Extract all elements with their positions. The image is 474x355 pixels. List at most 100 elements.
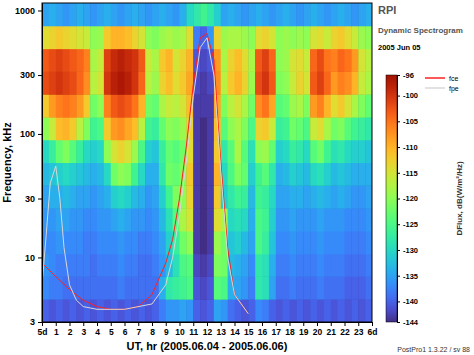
heatmap-cell — [235, 94, 242, 117]
heatmap-cell — [104, 231, 111, 254]
heatmap-cell — [83, 140, 90, 163]
tick-label: 3 — [30, 317, 35, 327]
heatmap-cell — [42, 3, 49, 26]
heatmap-cell — [290, 254, 297, 277]
heatmap-cell — [235, 208, 242, 231]
heatmap-cell — [345, 117, 352, 140]
heatmap-cell — [262, 140, 269, 163]
heatmap-cell — [118, 140, 125, 163]
tick-mark — [276, 322, 277, 326]
heatmap-cell — [283, 163, 290, 186]
heatmap-cell — [138, 71, 145, 94]
heatmap-cell — [131, 254, 138, 277]
tick-mark — [42, 322, 43, 326]
tick-mark — [70, 322, 71, 326]
heatmap-cell — [241, 299, 248, 322]
tick-mark — [38, 257, 42, 258]
heatmap-cell — [166, 26, 173, 49]
heatmap-cell — [228, 71, 235, 94]
heatmap-cell — [145, 140, 152, 163]
heatmap-cell — [131, 94, 138, 117]
heatmap-cell — [159, 94, 166, 117]
heatmap-cell — [173, 299, 180, 322]
heatmap-cell — [186, 3, 193, 26]
heatmap-cell — [186, 208, 193, 231]
heatmap-cell — [207, 208, 214, 231]
y-tick: 100 — [20, 129, 42, 139]
x-tick: 19 — [299, 322, 309, 337]
heatmap-cell — [207, 117, 214, 140]
heatmap-cell — [159, 276, 166, 299]
heatmap-cell — [118, 276, 125, 299]
heatmap-cell — [324, 208, 331, 231]
heatmap-cell — [207, 71, 214, 94]
heatmap-cell — [166, 185, 173, 208]
heatmap-cell — [331, 71, 338, 94]
tick-label: 22 — [340, 327, 350, 337]
heatmap-cell — [173, 254, 180, 277]
heatmap-cell — [180, 3, 187, 26]
heatmap-cell — [138, 231, 145, 254]
heatmap-cell — [111, 254, 118, 277]
heatmap-cell — [173, 276, 180, 299]
heatmap-cell — [118, 299, 125, 322]
heatmap-cell — [118, 49, 125, 72]
heatmap-cell — [131, 3, 138, 26]
heatmap-cell — [42, 140, 49, 163]
heatmap-cell — [145, 117, 152, 140]
heatmap-cell — [42, 163, 49, 186]
heatmap-cell — [255, 276, 262, 299]
heatmap-cell — [351, 140, 358, 163]
heatmap-cell — [269, 185, 276, 208]
heatmap-cell — [56, 140, 63, 163]
tick-mark — [38, 322, 42, 323]
heatmap-cell — [290, 185, 297, 208]
heatmap-cell — [83, 276, 90, 299]
tick-label: 13 — [217, 327, 227, 337]
chart: 5d12345678910111213141516171819202122236… — [0, 0, 474, 355]
heatmap-cell — [200, 140, 207, 163]
heatmap-cell — [303, 208, 310, 231]
heatmap-cell — [173, 49, 180, 72]
heatmap-cell — [42, 299, 49, 322]
heatmap-cell — [248, 49, 255, 72]
tick-mark — [235, 322, 236, 326]
heatmap-cell — [70, 117, 77, 140]
heatmap-cell — [262, 208, 269, 231]
heatmap-cell — [221, 26, 228, 49]
heatmap-cell — [70, 94, 77, 117]
heatmap-cell — [290, 94, 297, 117]
heatmap-cell — [207, 163, 214, 186]
heatmap-cell — [351, 231, 358, 254]
heatmap-cell — [221, 49, 228, 72]
heatmap-cell — [111, 49, 118, 72]
heatmap-cell — [214, 254, 221, 277]
heatmap-cell — [207, 3, 214, 26]
heatmap-cell — [262, 117, 269, 140]
heatmap-cell — [90, 71, 97, 94]
heatmap-cell — [241, 185, 248, 208]
heatmap-cell — [317, 140, 324, 163]
heatmap-cell — [193, 254, 200, 277]
heatmap-cell — [358, 276, 365, 299]
heatmap-cell — [56, 3, 63, 26]
heatmap-cell — [269, 94, 276, 117]
heatmap-cell — [235, 254, 242, 277]
heatmap-cell — [145, 276, 152, 299]
x-tick: 23 — [354, 322, 364, 337]
heatmap-cell — [70, 140, 77, 163]
heatmap-cell — [324, 140, 331, 163]
heatmap-cell — [125, 231, 132, 254]
heatmap-cell — [56, 231, 63, 254]
heatmap-cell — [56, 94, 63, 117]
heatmap-cell — [351, 3, 358, 26]
heatmap-cell — [145, 163, 152, 186]
heatmap-cell — [241, 208, 248, 231]
heatmap-cell — [296, 276, 303, 299]
heatmap-cell — [358, 163, 365, 186]
heatmap-cell — [365, 185, 372, 208]
heatmap-cell — [131, 163, 138, 186]
colorbar-tick: -100 — [397, 91, 418, 100]
software-label: PostPro1 1.3.22 / sv 88 — [397, 346, 470, 353]
heatmap-cell — [262, 26, 269, 49]
